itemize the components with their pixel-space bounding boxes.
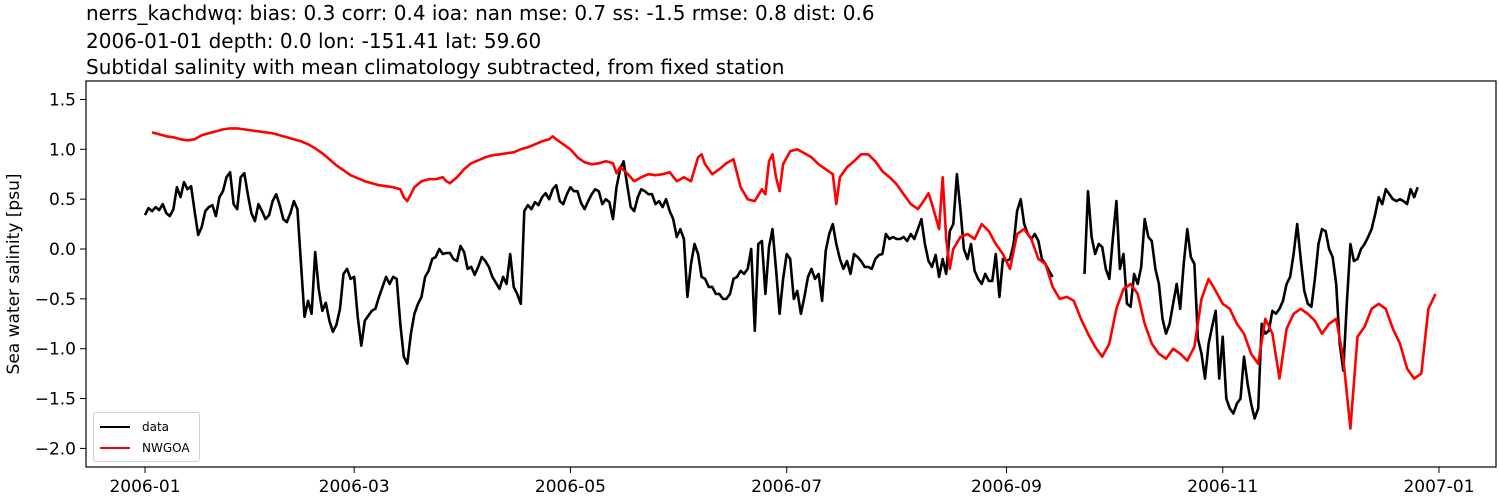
series-line-nwgoa bbox=[151, 127, 1437, 430]
legend-item-data: data bbox=[100, 419, 169, 435]
x-tick-label: 2006-07 bbox=[751, 477, 822, 497]
chart-title-location: 2006-01-01 depth: 0.0 lon: -151.41 lat: … bbox=[86, 29, 542, 53]
y-tick-label: −0.5 bbox=[35, 290, 76, 310]
x-tick-label: 2006-03 bbox=[319, 477, 390, 497]
x-tick-label: 2006-09 bbox=[971, 477, 1042, 497]
y-tick-label: −1.5 bbox=[35, 390, 76, 410]
chart-title-stats: nerrs_kachdwq: bias: 0.3 corr: 0.4 ioa: … bbox=[86, 1, 875, 25]
x-tick-label: 2006-01 bbox=[109, 477, 180, 497]
x-tick-label: 2007-01 bbox=[1403, 477, 1474, 497]
y-tick-label: 1.0 bbox=[49, 140, 76, 160]
legend-swatch-nwgoa bbox=[100, 447, 130, 449]
series-line-data bbox=[1083, 186, 1419, 420]
series-line-data bbox=[143, 160, 1054, 365]
y-axis: 1.5 1.0 0.5 0.0 −0.5 −1.0 −1.5 −2.0 bbox=[35, 90, 86, 459]
y-tick-label: −2.0 bbox=[35, 439, 76, 459]
plot-area bbox=[143, 127, 1437, 430]
legend-item-nwgoa: NWGOA bbox=[100, 440, 190, 456]
x-tick-label: 2006-05 bbox=[535, 477, 606, 497]
plot-frame bbox=[85, 80, 1497, 468]
y-tick-label: 1.5 bbox=[49, 90, 76, 110]
y-axis-label: Sea water salinity [psu] bbox=[4, 174, 24, 375]
legend-label: data bbox=[142, 420, 170, 434]
y-tick-label: 0.5 bbox=[49, 190, 76, 210]
legend-swatch-data bbox=[100, 426, 130, 428]
x-axis: 2006-01 2006-03 2006-05 2006-07 2006-09 2006-… bbox=[109, 467, 1475, 497]
chart-title-description: Subtidal salinity with mean climatology … bbox=[86, 55, 785, 79]
x-tick-label: 2006-11 bbox=[1187, 477, 1258, 497]
legend: data NWGOA bbox=[93, 412, 200, 462]
y-tick-label: 0.0 bbox=[49, 240, 76, 260]
legend-label: NWGOA bbox=[142, 441, 190, 455]
y-tick-label: −1.0 bbox=[35, 340, 76, 360]
